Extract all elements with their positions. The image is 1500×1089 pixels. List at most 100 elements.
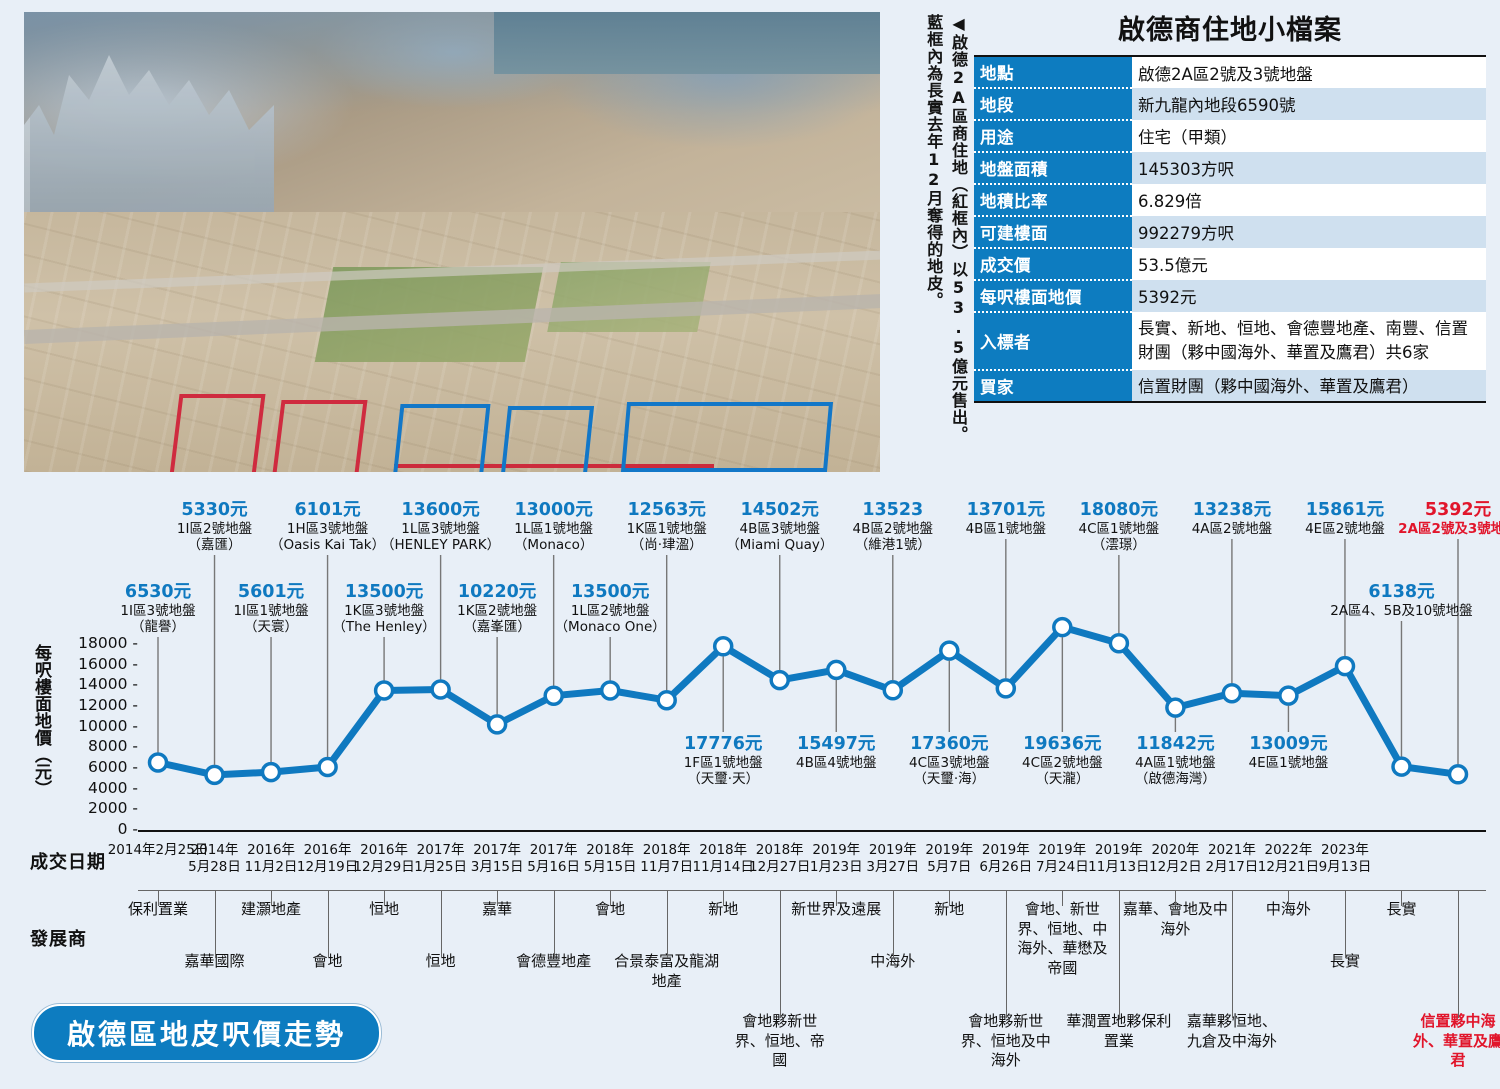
date-axis-label: 2017年 5月16日 <box>494 842 614 876</box>
developer-tick <box>497 890 499 906</box>
date-axis-label: 2016年 11月2日 <box>211 842 331 876</box>
caption-line-2: 藍框內為長實去年12月奪得的地皮。 <box>924 14 944 309</box>
row-value: 新九龍內地段6590號 <box>1132 88 1486 120</box>
developer-label: 會德豐地產 <box>516 952 592 970</box>
date-monthday: 5月15日 <box>583 858 637 875</box>
chart-line-svg <box>147 539 1469 786</box>
callout-project: （Oasis Kai Tak） <box>270 537 386 554</box>
date-monthday: 12月2日 <box>1149 858 1202 875</box>
data-point-callout: 13523 4B區2號地盤 （維港1號） <box>818 500 968 553</box>
callout-price: 11842元 <box>1136 734 1215 754</box>
callout-project: （天璽·海） <box>913 771 986 788</box>
callout-price: 6530元 <box>124 582 192 602</box>
date-year: 2018年 <box>642 842 691 858</box>
table-row: 地盤面積 145303方呎 <box>974 152 1486 185</box>
aerial-photo <box>24 12 880 472</box>
callout-price: 13238元 <box>1192 500 1272 520</box>
date-year: 2018年 <box>755 842 804 858</box>
data-point-callout: 17776元 1F區1號地盤 （天璽·天） <box>648 734 798 787</box>
y-tick-label: 6000 <box>68 758 138 776</box>
callout-price: 13500元 <box>570 582 650 602</box>
red-boundary-line <box>394 464 714 468</box>
y-axis-title: 每呎樓面地價（元） <box>31 644 51 797</box>
callout-site: 4A區2號地盤 <box>1191 521 1273 537</box>
date-year: 2018年 <box>586 842 635 858</box>
callout-site: 1Ⅰ區1號地盤 <box>233 603 309 619</box>
callout-site: 4E區2號地盤 <box>1305 521 1385 537</box>
developer-tick <box>1118 890 1120 1018</box>
row-key: 入標者 <box>974 312 1132 371</box>
table-row: 地點 啟德2A區2號及3號地盤 <box>974 56 1486 89</box>
callout-project: （Miami Quay） <box>726 537 834 554</box>
row-key: 買家 <box>974 369 1132 402</box>
date-axis-label: 2019年 1月23日 <box>776 842 896 876</box>
developer-label: 新地 <box>708 900 739 918</box>
developer-label: 恒地 <box>369 900 400 918</box>
callout-site: 1L區1號地盤 <box>514 521 593 537</box>
date-axis-title: 成交日期 <box>30 852 106 873</box>
date-year: 2020年 <box>1151 842 1200 858</box>
row-key: 地積比率 <box>974 184 1132 217</box>
y-tick-label: 16000 <box>68 655 138 673</box>
callout-site: 1K區1號地盤 <box>626 521 707 537</box>
developer-label: 會地 <box>312 952 343 970</box>
date-monthday: 12月29日 <box>353 858 415 875</box>
callout-price: 10220元 <box>457 582 537 602</box>
callout-project: （Monaco One） <box>554 619 666 636</box>
callout-project: （Monaco） <box>513 537 594 554</box>
data-point-callout: 15861元 4E區2號地盤 <box>1270 500 1420 537</box>
row-key: 地段 <box>974 88 1132 121</box>
callout-price: 6101元 <box>294 500 361 520</box>
date-year: 2014年 <box>190 842 239 858</box>
red-plot-outline-2 <box>270 400 368 472</box>
developer-tick <box>666 890 668 958</box>
date-monthday: 5月7日 <box>927 858 972 875</box>
data-point-callout: 13600元 1L區3號地盤 （HENLEY PARK） <box>366 500 516 553</box>
y-axis-ticks: 18000 16000 14000 12000 10000 8000 6000 4000 200… <box>60 486 138 846</box>
date-monthday: 11月14日 <box>692 858 754 875</box>
developer-label: 中海外 <box>1265 900 1311 918</box>
developer-label: 嘉華、會地及中海外 <box>1122 900 1228 938</box>
table-row: 地積比率 6.829倍 <box>974 184 1486 217</box>
developer-tick <box>949 890 951 906</box>
date-monthday: 3月27日 <box>866 858 920 875</box>
date-monthday: 5月16日 <box>527 858 581 875</box>
date-axis-label: 2019年 11月13日 <box>1059 842 1179 876</box>
date-monthday: 11月2日 <box>244 858 298 875</box>
callout-price: 13600元 <box>401 500 480 520</box>
developer-tick <box>1401 890 1403 906</box>
callout-site: 4A區1號地盤 <box>1135 755 1216 771</box>
date-axis-label: 2018年 11月7日 <box>607 842 727 876</box>
callout-site: 4C區2號地盤 <box>1022 755 1103 771</box>
date-year: 2016年 <box>303 842 352 858</box>
data-point-callout: 12563元 1K區1號地盤 （尚·珒溋） <box>592 500 742 553</box>
date-axis-label: 2018年 5月15日 <box>550 842 670 876</box>
y-tick-label: 12000 <box>68 696 138 714</box>
table-row: 用途 住宅（甲類） <box>974 120 1486 153</box>
date-year: 2021年 <box>1207 842 1256 858</box>
chart-title-text: 啟德區地皮呎價走勢 <box>66 1018 346 1051</box>
callout-project: （尚·珒溋） <box>630 537 703 554</box>
data-point-callout: 6530元 1Ⅰ區3號地盤 （龍譽） <box>83 582 233 635</box>
row-value: 53.5億元 <box>1132 248 1486 280</box>
row-value: 住宅（甲類） <box>1132 120 1486 152</box>
date-year: 2017年 <box>416 842 465 858</box>
date-year: 2016年 <box>247 842 295 858</box>
photo-background <box>24 12 880 472</box>
row-value: 6.829倍 <box>1132 184 1486 216</box>
y-tick-label: 8000 <box>68 737 138 755</box>
date-year: 2023年 <box>1321 842 1369 858</box>
developer-label: 新世界及遠展 <box>791 900 882 918</box>
developer-label: 信置夥中海外、華置及鷹君 <box>1412 1012 1500 1069</box>
callout-project: （澐璟） <box>1091 537 1146 554</box>
date-monthday: 12月19日 <box>296 858 359 875</box>
green-plot-2 <box>547 262 711 332</box>
axis-separator <box>138 890 1486 891</box>
info-table: 地點 啟德2A區2號及3號地盤 地段 新九龍內地段6590號 用途 住宅（甲類） 地盤… <box>974 55 1486 403</box>
date-monthday: 1月23日 <box>809 858 863 875</box>
data-point-callout: 13000元 1L區1號地盤 （Monaco） <box>479 500 629 553</box>
blue-plot-outline-2 <box>499 406 595 472</box>
date-monthday: 5月28日 <box>188 858 241 875</box>
date-text: 2014年2月25日 <box>107 842 209 858</box>
